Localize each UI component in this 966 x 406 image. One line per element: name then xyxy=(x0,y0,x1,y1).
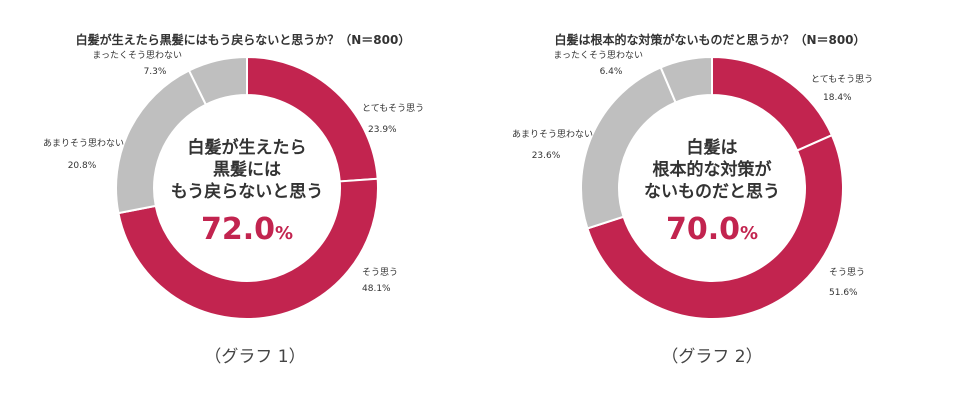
center-label-line-1: 白髪が生えたら xyxy=(188,137,307,158)
chart-panel-2: 白髪は根本的な対策がないものだと思うか？（N＝800） とてもそう思う 18.4%… xyxy=(483,0,966,406)
slice-mattaku-sou-omowanai xyxy=(659,55,713,104)
center-value-unit: % xyxy=(275,223,293,244)
slice-value-sou-omou: 48.1% xyxy=(362,284,391,294)
center-value: 72.0% xyxy=(201,212,293,247)
slice-label-sou-omou: そう思う xyxy=(829,267,865,278)
center-value-number: 72.0 xyxy=(201,212,275,247)
slice-sou-omou xyxy=(586,133,844,320)
slice-label-mattaku-sou-omowanai: まったくそう思わない xyxy=(553,50,643,61)
slice-sou-omou xyxy=(117,177,379,320)
center-value-unit: % xyxy=(740,223,758,244)
slice-value-amari-sou-omowanai: 23.6% xyxy=(532,151,561,161)
slice-value-totemo-sou-omou: 23.9% xyxy=(368,125,397,135)
slice-value-sou-omou: 51.6% xyxy=(829,288,858,298)
slice-labels: とてもそう思う 23.9% そう思う 48.1% あまりそう思わない 20.8% まったくそ… xyxy=(43,50,424,294)
slice-value-totemo-sou-omou: 18.4% xyxy=(823,93,852,103)
slice-value-mattaku-sou-omowanai: 7.3% xyxy=(144,67,167,77)
chart-panel-1: 白髪が生えたら黒髪にはもう戻らないと思うか？（N＝800） とてもそう思う 23.… xyxy=(43,32,424,367)
donut-slices xyxy=(115,55,379,320)
chart-caption: （グラフ 1） xyxy=(204,347,305,367)
chart-title: 白髪は根本的な対策がないものだと思うか？（N＝800） xyxy=(554,32,865,47)
slice-label-sou-omou: そう思う xyxy=(362,267,398,278)
slice-labels: とてもそう思う 18.4% そう思う 51.6% あまりそう思わない 23.6% まったくそ… xyxy=(512,50,873,298)
chart-title: 白髪が生えたら黒髪にはもう戻らないと思うか？（N＝800） xyxy=(76,32,411,47)
slice-label-totemo-sou-omou: とてもそう思う xyxy=(811,74,873,85)
slice-mattaku-sou-omowanai xyxy=(187,55,248,106)
center-label-line-2: 根本的な対策が xyxy=(653,159,772,180)
slice-label-totemo-sou-omou: とてもそう思う xyxy=(362,103,424,114)
slice-label-amari-sou-omowanai: あまりそう思わない xyxy=(512,129,593,140)
chart-caption: （グラフ 2） xyxy=(661,347,762,367)
center-label-line-3: もう戻らないと思う xyxy=(171,181,324,202)
center-label-line-1: 白髪は xyxy=(687,137,738,158)
slice-label-amari-sou-omowanai: あまりそう思わない xyxy=(43,138,124,149)
slice-totemo-sou-omou xyxy=(711,55,834,152)
donut-chart-1: 白髪が生えたら黒髪にはもう戻らないと思うか？（N＝800） とてもそう思う 23.… xyxy=(43,32,424,367)
center-value: 70.0% xyxy=(666,212,758,247)
slice-value-mattaku-sou-omowanai: 6.4% xyxy=(600,67,623,77)
slice-amari-sou-omowanai xyxy=(580,66,677,230)
donut-chart-2: 白髪は根本的な対策がないものだと思うか？（N＝800） とてもそう思う 18.4%… xyxy=(512,32,873,367)
slice-label-mattaku-sou-omowanai: まったくそう思わない xyxy=(92,50,182,61)
center-label-line-3: ないものだと思う xyxy=(644,182,780,202)
slice-value-amari-sou-omowanai: 20.8% xyxy=(68,161,97,171)
center-value-number: 70.0 xyxy=(666,212,740,247)
center-label-line-2: 黒髪には xyxy=(213,159,281,180)
donut-slices xyxy=(580,55,844,320)
